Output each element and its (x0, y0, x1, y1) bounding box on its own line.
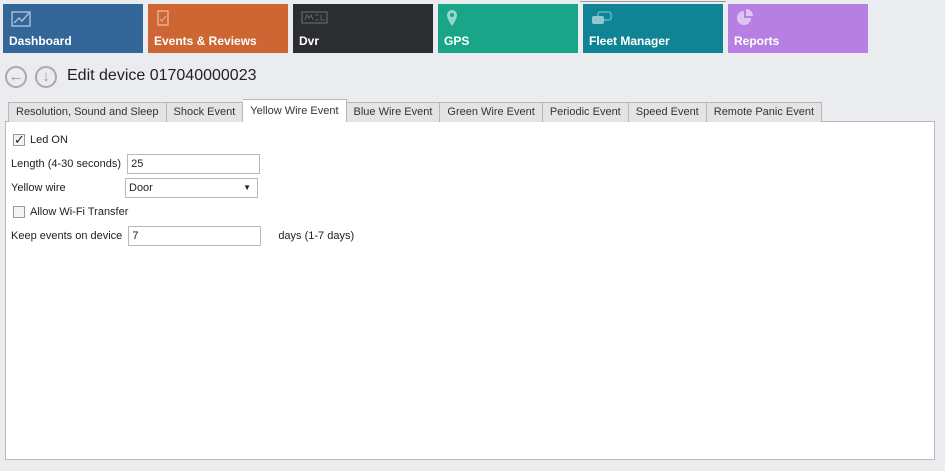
tab-panel (5, 121, 935, 460)
led-on-label: Led ON (30, 134, 68, 146)
chevron-down-icon[interactable]: ▼ (243, 183, 251, 192)
tab-bar: Resolution, Sound and Sleep Shock Event … (8, 99, 823, 122)
pie-chart-icon (737, 9, 753, 25)
tab-resolution-sound-sleep[interactable]: Resolution, Sound and Sleep (8, 102, 167, 122)
selected-tile-indicator (580, 1, 726, 2)
down-button[interactable]: ↓ (35, 66, 57, 88)
tile-gps[interactable]: GPS (438, 4, 578, 53)
length-input[interactable]: 25 (127, 154, 261, 174)
led-on-row: ✓ Led ON (11, 130, 354, 150)
chart-trend-icon (11, 11, 31, 27)
yellow-wire-form: ✓ Led ON Length (4-30 seconds) 25 Yellow… (11, 130, 354, 250)
keep-events-input[interactable]: 7 (128, 226, 262, 246)
tile-dvr[interactable]: Dvr (293, 4, 433, 53)
wifi-transfer-checkbox[interactable] (13, 206, 25, 218)
tile-fleet-manager[interactable]: Fleet Manager (583, 4, 723, 53)
yellow-wire-label: Yellow wire (11, 182, 66, 194)
yellow-wire-row: Yellow wire Door ▼ (11, 178, 354, 198)
tile-label: Dvr (299, 34, 320, 48)
length-row: Length (4-30 seconds) 25 (11, 154, 354, 174)
page-title: Edit device 017040000023 (67, 67, 257, 84)
tile-label: GPS (444, 34, 470, 48)
back-button[interactable]: ← (5, 66, 27, 88)
arrow-left-icon: ← (8, 68, 24, 85)
tab-remote-panic-event[interactable]: Remote Panic Event (706, 102, 823, 122)
arrow-down-icon: ↓ (42, 68, 50, 85)
led-on-checkbox[interactable]: ✓ (13, 132, 25, 147)
tile-label: Reports (734, 34, 780, 48)
keep-events-label: Keep events on device (11, 230, 123, 242)
tile-label: Fleet Manager (589, 34, 670, 48)
keep-events-unit: days (1-7 days) (278, 230, 355, 242)
wifi-row: Allow Wi-Fi Transfer (11, 202, 354, 222)
tile-label: Dashboard (9, 34, 72, 48)
tile-events-reviews[interactable]: Events & Reviews (148, 4, 288, 53)
merge-logo-icon (301, 11, 328, 24)
tab-shock-event[interactable]: Shock Event (166, 102, 244, 122)
check-icon: ✓ (14, 132, 25, 147)
tab-yellow-wire-event[interactable]: Yellow Wire Event (243, 99, 347, 122)
wifi-transfer-label: Allow Wi-Fi Transfer (30, 206, 129, 218)
tab-periodic-event[interactable]: Periodic Event (542, 102, 629, 122)
tile-dashboard[interactable]: Dashboard (3, 4, 143, 53)
yellow-wire-select[interactable]: Door ▼ (125, 178, 258, 198)
yellow-wire-value: Door (129, 182, 153, 194)
clipboard-check-icon (157, 10, 169, 26)
length-label: Length (4-30 seconds) (11, 158, 122, 170)
tab-green-wire-event[interactable]: Green Wire Event (440, 102, 543, 122)
tile-reports[interactable]: Reports (728, 4, 868, 53)
cars-icon (592, 11, 612, 24)
tile-label: Events & Reviews (154, 34, 257, 48)
tab-blue-wire-event[interactable]: Blue Wire Event (346, 102, 441, 122)
keep-events-row: Keep events on device 7 days (1-7 days) (11, 226, 354, 246)
map-pin-icon (447, 10, 457, 26)
tab-speed-event[interactable]: Speed Event (628, 102, 707, 122)
